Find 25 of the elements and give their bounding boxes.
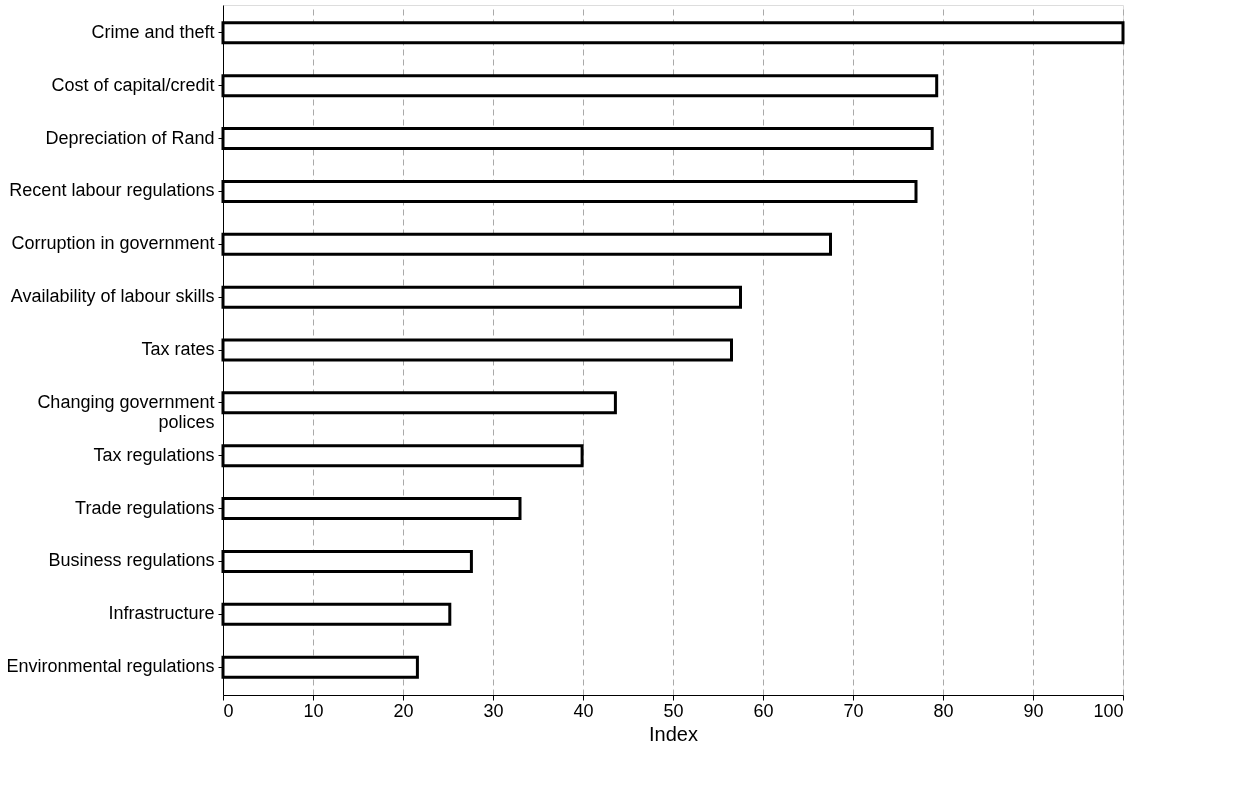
y-tick-label: Changing government polices	[37, 391, 215, 432]
x-tick-label: 10	[303, 700, 324, 721]
x-tick-label: 0	[223, 700, 234, 721]
y-tick-label: Environmental regulations	[6, 656, 215, 677]
x-tick-label: 30	[483, 700, 504, 721]
y-tick-label: Trade regulations	[75, 497, 215, 518]
x-tick-label: 20	[393, 700, 414, 721]
y-tick-label: Crime and theft	[91, 21, 215, 42]
x-tick-label: 90	[1023, 700, 1044, 721]
y-tick-label: Tax rates	[141, 339, 215, 359]
x-tick-label: 40	[573, 700, 594, 721]
x-axis-title: Index	[649, 722, 698, 745]
x-tick-label: 70	[843, 700, 864, 721]
y-tick-label: Availability of labour skills	[10, 286, 215, 307]
x-tick-label: 100	[1093, 700, 1124, 721]
y-tick-label: Infrastructure	[108, 603, 215, 624]
x-tick-label: 50	[663, 700, 684, 721]
y-tick-label: Corruption in government	[11, 233, 215, 254]
y-tick-label: Recent labour regulations	[9, 180, 215, 201]
y-tick-label: Business regulations	[48, 550, 215, 571]
y-tick-label: Depreciation of Rand	[45, 127, 215, 148]
y-tick-label: Tax regulations	[93, 444, 215, 465]
y-tick-label: Cost of capital/credit	[51, 74, 215, 95]
x-tick-label: 60	[753, 700, 774, 721]
x-tick-label: 80	[933, 700, 954, 721]
